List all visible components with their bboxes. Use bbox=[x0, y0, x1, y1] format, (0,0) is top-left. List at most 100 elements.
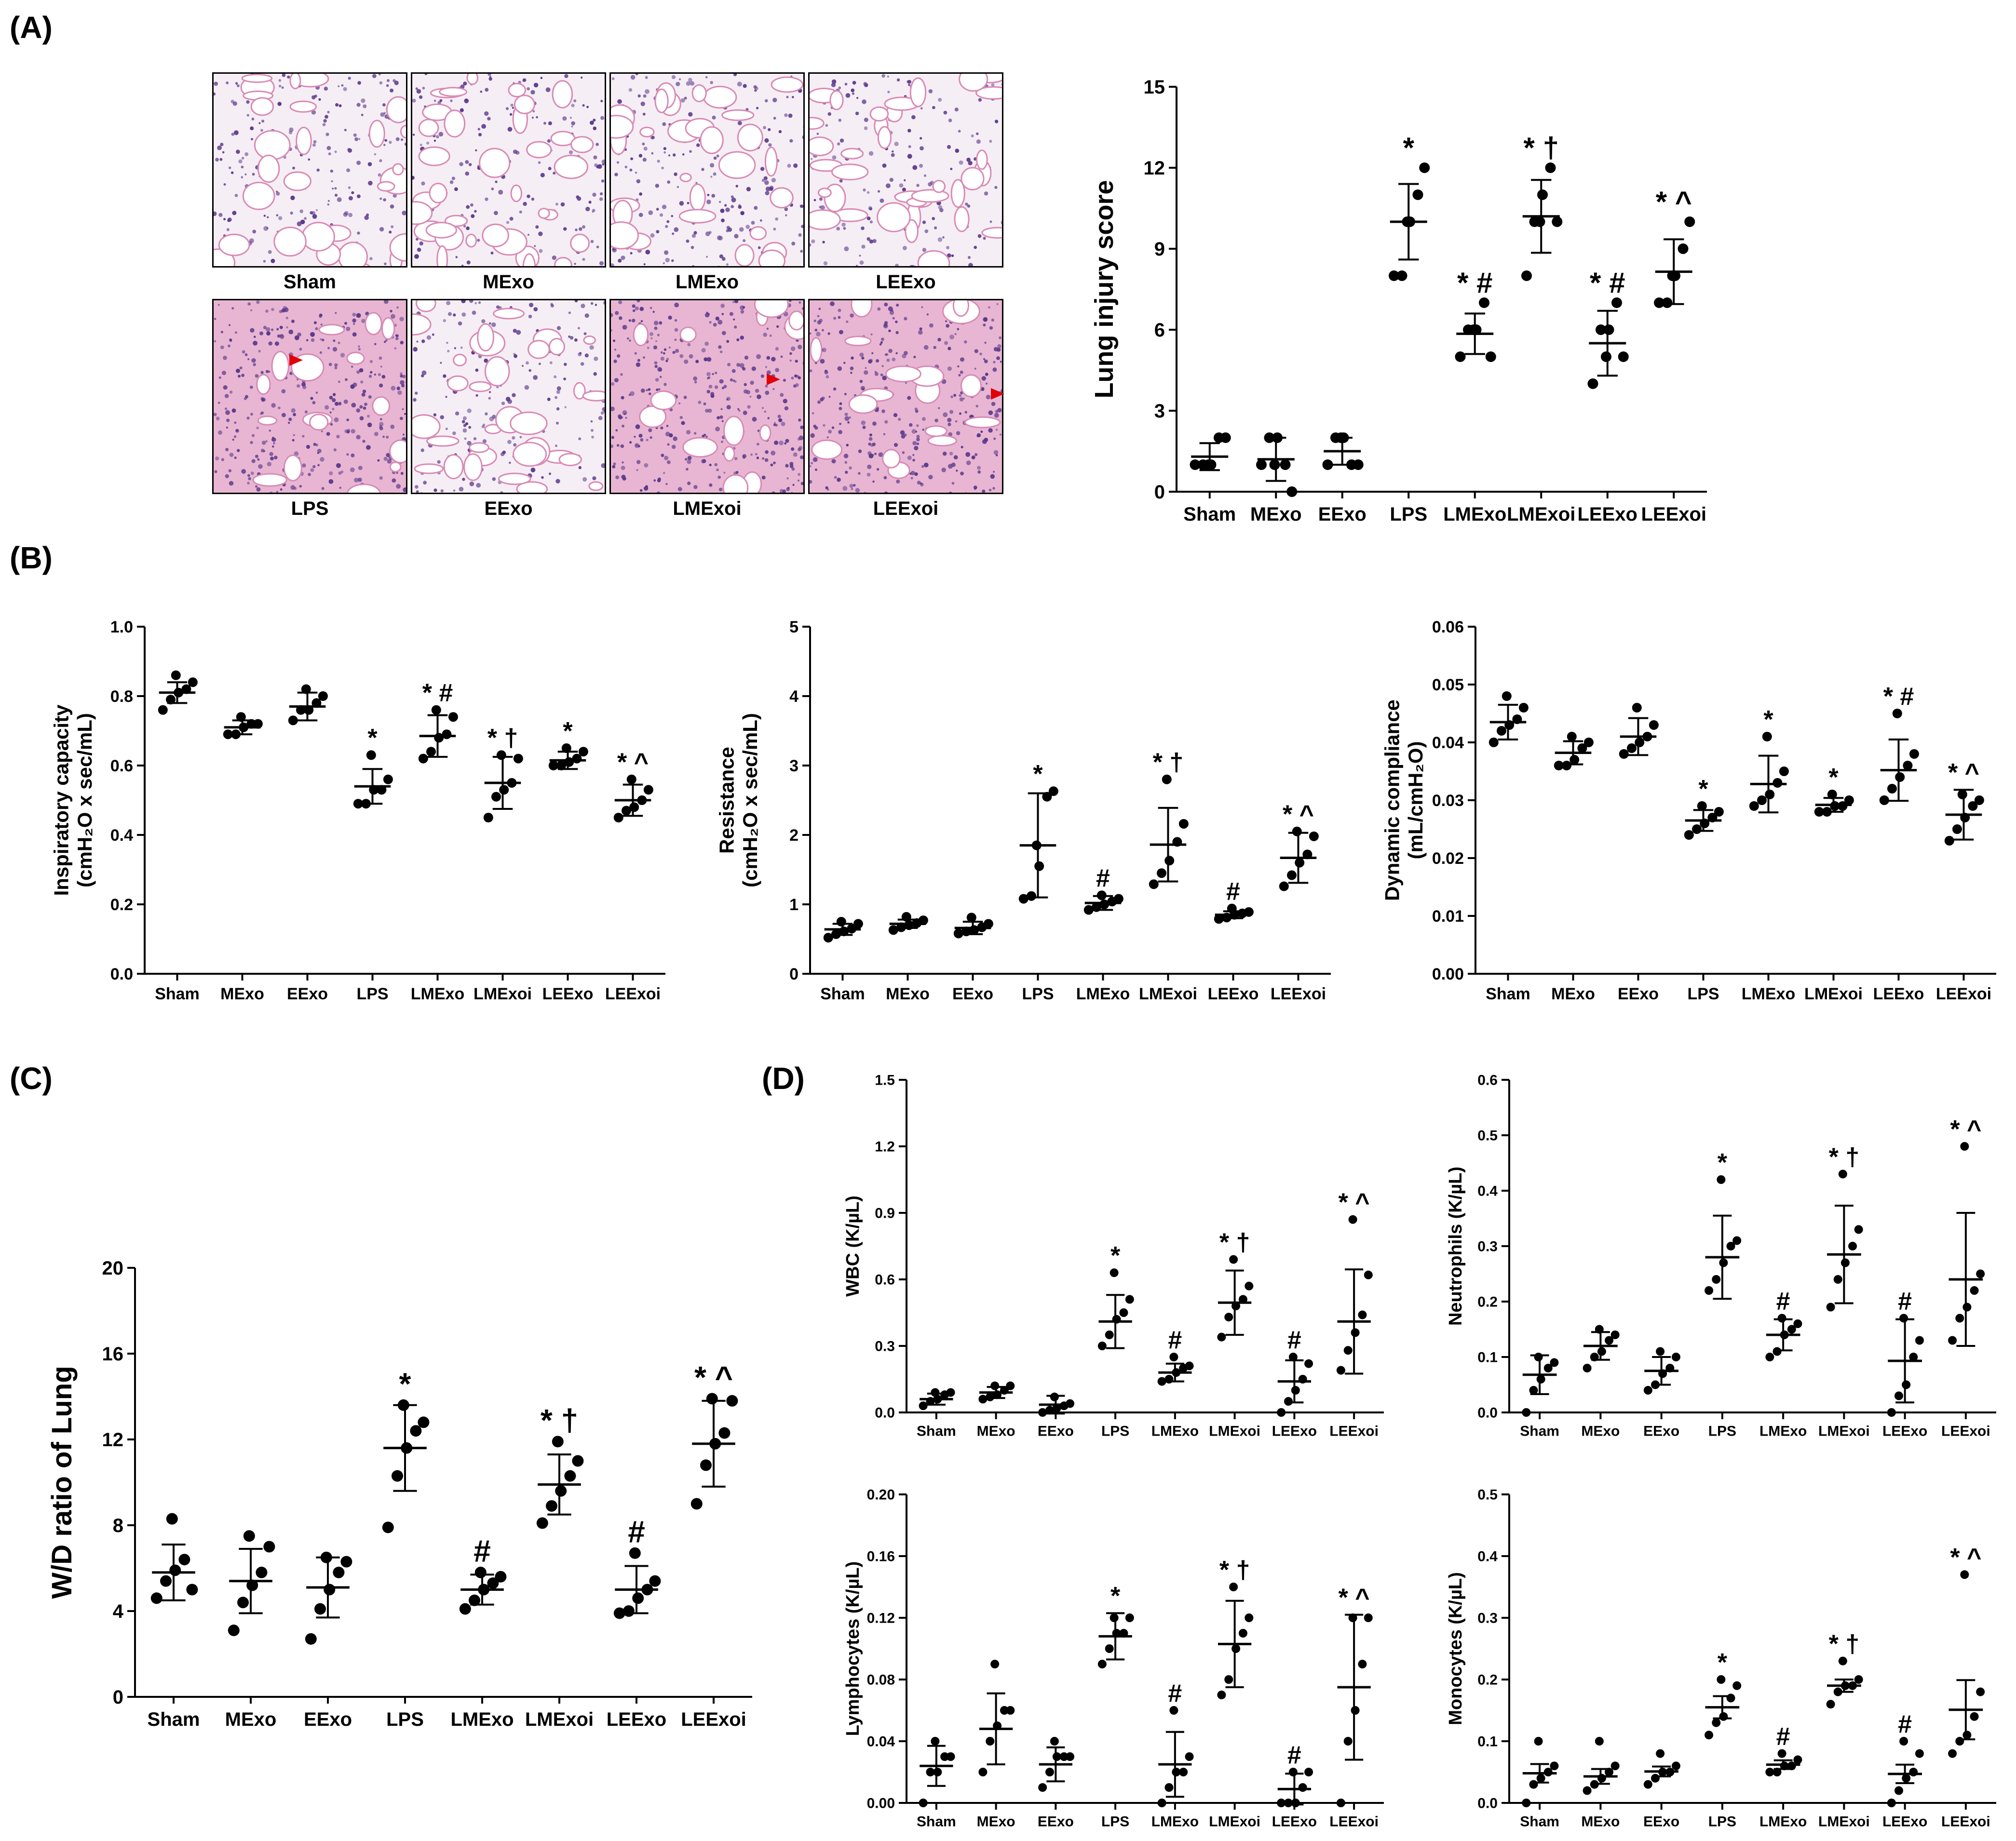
data-point bbox=[1610, 1330, 1620, 1339]
data-point bbox=[320, 1551, 332, 1563]
data-point bbox=[1643, 1386, 1652, 1395]
data-point bbox=[1610, 1761, 1620, 1771]
data-point bbox=[1665, 1364, 1675, 1372]
data-point bbox=[1109, 1268, 1119, 1277]
data-point bbox=[1059, 1752, 1069, 1761]
significance-label: * # bbox=[1590, 267, 1625, 299]
data-point bbox=[383, 774, 393, 784]
data-point bbox=[1712, 1275, 1721, 1284]
data-point bbox=[1529, 1780, 1538, 1789]
data-point bbox=[1364, 1270, 1373, 1279]
y-axis-label: Monocytes (K/µL) bbox=[1446, 1572, 1466, 1725]
data-point bbox=[1732, 1681, 1742, 1690]
data-point bbox=[1214, 914, 1224, 924]
x-tick-label: LEExo bbox=[1208, 985, 1259, 1003]
x-tick-label: LMExoi bbox=[1209, 1424, 1260, 1439]
data-point bbox=[1948, 1749, 1957, 1758]
data-point bbox=[496, 750, 506, 760]
y-tick-label: 4 bbox=[113, 1601, 124, 1622]
x-tick-label: LEExoi bbox=[1941, 1814, 1990, 1830]
data-point bbox=[823, 933, 833, 943]
data-point bbox=[978, 1768, 988, 1776]
data-point bbox=[1772, 1347, 1782, 1356]
data-point bbox=[1583, 1364, 1592, 1372]
data-point bbox=[1726, 1693, 1735, 1703]
data-point bbox=[1587, 378, 1598, 389]
data-point bbox=[1169, 1706, 1178, 1715]
data-point bbox=[1583, 738, 1594, 747]
data-point bbox=[1662, 297, 1673, 308]
data-point bbox=[700, 1459, 712, 1471]
data-point bbox=[1726, 1242, 1735, 1250]
data-point bbox=[1543, 1364, 1553, 1372]
data-point bbox=[1217, 1691, 1226, 1699]
data-point bbox=[377, 785, 387, 795]
data-point bbox=[1096, 890, 1107, 900]
data-point bbox=[643, 785, 653, 795]
data-point bbox=[1162, 774, 1172, 784]
y-tick-label: 0 bbox=[1154, 482, 1165, 503]
data-point bbox=[1488, 738, 1499, 747]
data-point bbox=[1826, 1303, 1835, 1312]
data-point bbox=[1119, 1308, 1128, 1317]
data-point bbox=[1031, 840, 1042, 850]
data-point bbox=[1479, 297, 1489, 308]
data-point bbox=[1351, 1328, 1360, 1337]
data-point bbox=[1719, 1258, 1728, 1267]
x-tick-label: LEExo bbox=[1873, 985, 1924, 1003]
data-point bbox=[1590, 1780, 1599, 1789]
data-point bbox=[434, 733, 444, 743]
data-point bbox=[1719, 1712, 1728, 1721]
y-tick-label: 0.0 bbox=[1477, 1796, 1498, 1812]
data-point bbox=[1280, 459, 1291, 470]
data-point bbox=[896, 922, 906, 932]
data-point bbox=[572, 753, 582, 764]
data-point bbox=[632, 1592, 644, 1604]
x-tick-label: LMExo bbox=[411, 985, 464, 1003]
y-tick-label: 0.0 bbox=[1477, 1405, 1498, 1421]
y-axis-label: Lymphocytes (K/µL) bbox=[843, 1561, 863, 1736]
data-point bbox=[641, 1584, 653, 1596]
data-point bbox=[1304, 1359, 1313, 1368]
data-point bbox=[1543, 1768, 1553, 1776]
data-point bbox=[1590, 1353, 1599, 1361]
data-point bbox=[1045, 1406, 1054, 1415]
data-point bbox=[1848, 1242, 1857, 1250]
data-point bbox=[1692, 824, 1702, 834]
y-axis-label-units: (cmH₂O x sec/mL) bbox=[739, 713, 761, 887]
significance-label: * ^ bbox=[1950, 1544, 1981, 1572]
data-point bbox=[831, 929, 841, 939]
significance-label: * † bbox=[487, 724, 518, 752]
data-point bbox=[1284, 1397, 1293, 1406]
data-point bbox=[1597, 1774, 1606, 1783]
data-point bbox=[706, 1393, 718, 1405]
y-tick-label: 0.06 bbox=[1432, 618, 1464, 636]
data-point bbox=[1042, 792, 1052, 802]
data-point bbox=[1895, 772, 1905, 782]
data-point bbox=[1083, 905, 1094, 915]
data-point bbox=[304, 705, 314, 715]
data-point bbox=[1238, 1629, 1247, 1638]
data-point bbox=[690, 1498, 703, 1510]
data-point bbox=[1169, 1353, 1178, 1361]
data-point bbox=[1304, 1768, 1313, 1776]
data-point bbox=[940, 1752, 949, 1761]
data-point bbox=[931, 1388, 940, 1397]
data-point bbox=[1351, 1706, 1360, 1715]
data-point bbox=[1048, 786, 1058, 796]
significance-label: # bbox=[1776, 1287, 1790, 1315]
y-tick-label: 0.02 bbox=[1432, 849, 1464, 868]
data-point bbox=[626, 774, 636, 784]
significance-label: * bbox=[1828, 764, 1839, 792]
data-point bbox=[1611, 297, 1622, 308]
x-tick-label: LEExoi bbox=[1329, 1814, 1379, 1830]
x-tick-label: MExo bbox=[977, 1424, 1015, 1439]
histology-image bbox=[609, 72, 805, 268]
data-point bbox=[1105, 1330, 1114, 1339]
data-point bbox=[478, 1584, 490, 1596]
data-point bbox=[978, 1395, 988, 1404]
y-tick-label: 0.03 bbox=[1432, 792, 1464, 810]
data-point bbox=[1288, 1353, 1298, 1361]
significance-label: * † bbox=[1219, 1556, 1250, 1584]
